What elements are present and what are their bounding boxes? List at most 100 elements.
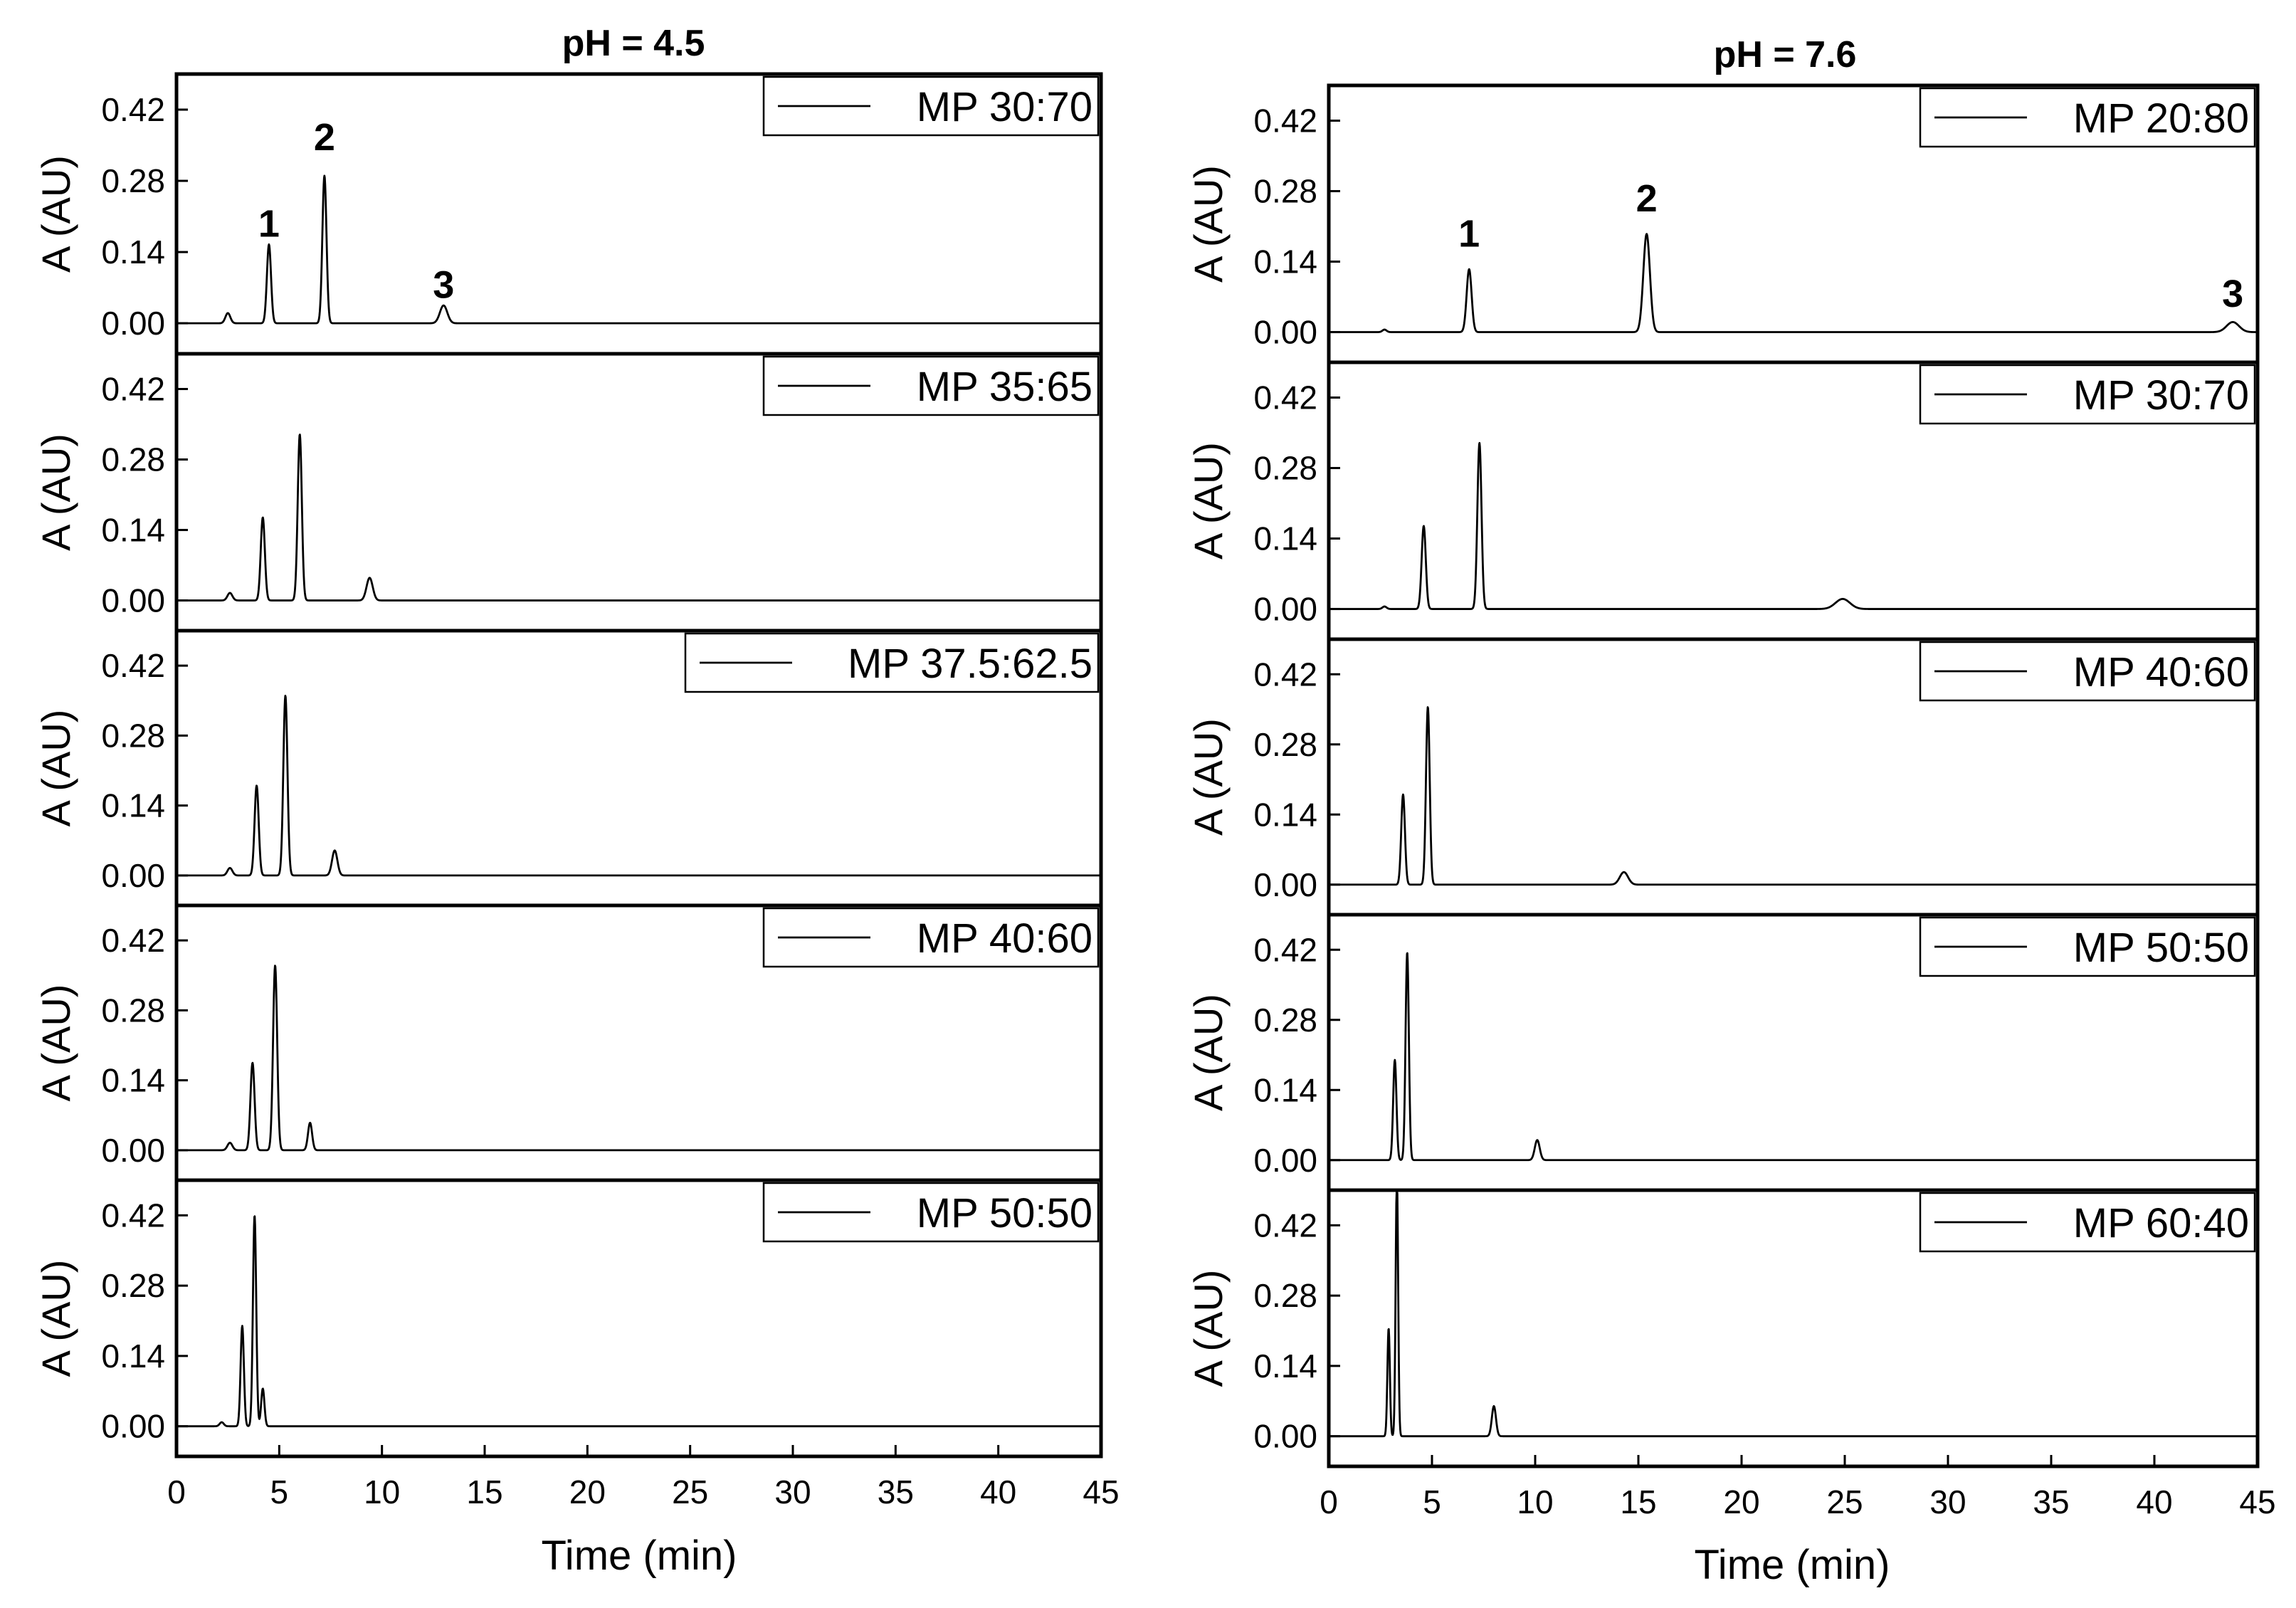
right-chromatogram-trace: [1328, 1190, 2258, 1438]
y-tick-label: 0.14: [101, 1062, 165, 1099]
x-tick-label: 40: [2136, 1483, 2172, 1520]
x-tick-label: 45: [1083, 1473, 1119, 1510]
peak-label-3: 3: [2222, 273, 2243, 315]
left-x-axis-label: Time (min): [542, 1533, 737, 1579]
x-tick-label: 45: [2239, 1483, 2275, 1520]
y-tick-label: 0.14: [101, 512, 165, 549]
x-tick-label: 5: [1423, 1483, 1441, 1520]
y-tick-label: 0.14: [1253, 796, 1317, 833]
legend-label: MP 30:70: [917, 84, 1092, 130]
x-tick-label: 35: [2033, 1483, 2069, 1520]
right-chromatogram-trace: [1328, 441, 2258, 610]
y-axis-label: A (AU): [33, 155, 78, 273]
peak-label-2: 2: [314, 116, 335, 159]
y-tick-label: 0.42: [101, 1197, 165, 1234]
y-tick-label: 0.14: [1253, 1347, 1317, 1384]
y-tick-label: 0.00: [1253, 1418, 1317, 1455]
left-panel-frame: [174, 1178, 1103, 1459]
left-chromatogram-trace: [176, 1215, 1102, 1428]
x-tick-label: 35: [878, 1473, 914, 1510]
y-tick-label: 0.00: [101, 1408, 165, 1445]
y-axis-label: A (AU): [1186, 165, 1231, 283]
y-axis-label: A (AU): [33, 710, 78, 827]
right-column-title: pH = 7.6: [1714, 34, 1857, 75]
right-chromatogram-trace: [1328, 706, 2258, 886]
y-axis-label: A (AU): [33, 984, 78, 1102]
y-tick-label: 0.42: [1253, 656, 1317, 693]
y-tick-label: 0.14: [1253, 243, 1317, 280]
y-tick-label: 0.14: [1253, 520, 1317, 557]
x-tick-label: 25: [1826, 1483, 1863, 1520]
y-tick-label: 0.14: [1253, 1071, 1317, 1108]
y-tick-label: 0.28: [1253, 173, 1317, 210]
y-tick-label: 0.14: [101, 1338, 165, 1375]
right-panel-frame: [1327, 1188, 2260, 1468]
y-tick-label: 0.42: [1253, 1207, 1317, 1244]
x-tick-label: 15: [1620, 1483, 1656, 1520]
y-tick-label: 0.00: [101, 857, 165, 894]
y-tick-label: 0.42: [101, 922, 165, 959]
legend: MP 40:60: [762, 907, 1100, 968]
peak-label-2: 2: [1636, 177, 1658, 220]
y-axis-label: A (AU): [1186, 994, 1231, 1111]
x-tick-label: 40: [980, 1473, 1016, 1510]
panels-layer: 0.00 0.14 0.28 0.42 A (AU) MP 30:70 1 2 3 0.00 0.1…: [33, 72, 2276, 1520]
y-tick-label: 0.28: [101, 717, 165, 754]
legend: MP 20:80: [1919, 87, 2256, 148]
right-chromatogram-trace: [1328, 952, 2258, 1162]
x-tick-label: 10: [1517, 1483, 1553, 1520]
x-tick-label: 30: [1929, 1483, 1966, 1520]
legend-label: MP 40:60: [2073, 649, 2249, 695]
y-tick-label: 0.00: [101, 1132, 165, 1169]
y-tick-label: 0.28: [1253, 726, 1317, 763]
y-axis-label: A (AU): [1186, 1270, 1231, 1387]
y-tick-label: 0.14: [101, 233, 165, 270]
y-tick-label: 0.42: [101, 647, 165, 684]
left-panel-2: 0.00 0.14 0.28 0.42 A (AU) MP 35:65: [33, 352, 1103, 633]
y-tick-label: 0.42: [1253, 379, 1317, 416]
x-tick-label: 5: [270, 1473, 289, 1510]
y-tick-label: 0.00: [1253, 591, 1317, 628]
legend-label: MP 50:50: [2073, 925, 2249, 971]
right-x-axis-label: Time (min): [1695, 1542, 1890, 1588]
legend-label: MP 50:50: [917, 1190, 1092, 1236]
y-tick-label: 0.00: [101, 582, 165, 619]
legend-label: MP 35:65: [917, 364, 1092, 410]
y-tick-label: 0.00: [1253, 866, 1317, 903]
peak-label-3: 3: [433, 263, 454, 306]
y-tick-label: 0.42: [1253, 931, 1317, 968]
legend-label: MP 37.5:62.5: [848, 641, 1092, 687]
x-tick-label: 15: [466, 1473, 502, 1510]
right-panel-4: 0.00 0.14 0.28 0.42 A (AU) MP 50:50: [1186, 913, 2260, 1192]
y-tick-label: 0.00: [1253, 1142, 1317, 1179]
x-tick-label: 30: [774, 1473, 811, 1510]
y-tick-label: 0.42: [1253, 103, 1317, 140]
y-tick-label: 0.28: [1253, 1002, 1317, 1039]
y-tick-label: 0.00: [101, 305, 165, 342]
peak-label-1: 1: [258, 203, 280, 246]
left-column-title: pH = 4.5: [562, 23, 705, 64]
left-chromatogram-trace: [176, 433, 1102, 601]
right-panel-1: 0.00 0.14 0.28 0.42 A (AU) MP 20:80 1 2 3: [1186, 83, 2260, 364]
x-tick-label: 0: [167, 1473, 186, 1510]
right-panel-3: 0.00 0.14 0.28 0.42 A (AU) MP 40:60: [1186, 637, 2260, 917]
left-panel-3: 0.00 0.14 0.28 0.42 A (AU) MP 37.5:62.5: [33, 629, 1103, 908]
y-tick-label: 0.28: [1253, 450, 1317, 487]
left-chromatogram-trace: [176, 965, 1102, 1152]
left-panel-5: 0.00 0.14 0.28 0.42 A (AU) MP 50:50 0 5 10 15 20 25…: [33, 1178, 1120, 1510]
y-tick-label: 0.28: [1253, 1277, 1317, 1314]
right-chromatogram-trace: [1328, 233, 2258, 333]
legend-label: MP 20:80: [2073, 95, 2249, 142]
y-tick-label: 0.14: [101, 787, 165, 824]
legend: MP 40:60: [1919, 641, 2256, 702]
left-chromatogram-trace: [176, 695, 1102, 877]
legend: MP 60:40: [1919, 1192, 2256, 1253]
legend: MP 50:50: [1919, 916, 2256, 977]
x-tick-label: 10: [364, 1473, 400, 1510]
y-tick-label: 0.42: [101, 91, 165, 128]
legend-label: MP 40:60: [917, 915, 1092, 962]
x-tick-label: 25: [672, 1473, 708, 1510]
y-axis-label: A (AU): [1186, 442, 1231, 559]
y-axis-label: A (AU): [33, 433, 78, 551]
